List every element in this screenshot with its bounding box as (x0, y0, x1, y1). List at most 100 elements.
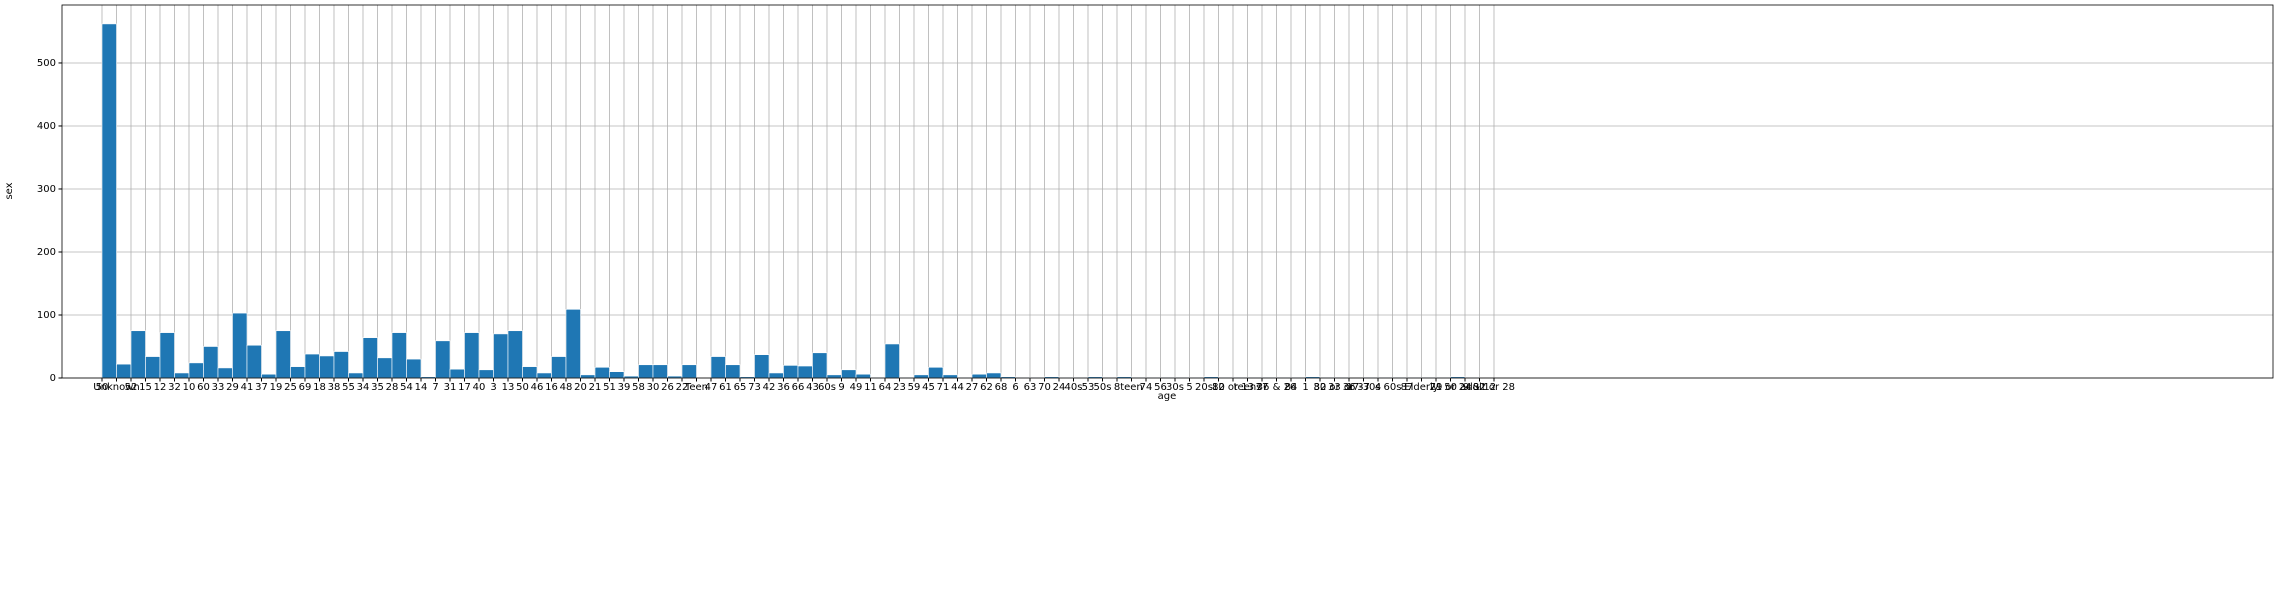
x-tick-label: 33 (212, 382, 225, 393)
x-tick-label: 9 & 12 (1463, 382, 1496, 393)
x-tick-label: 11 (864, 382, 877, 393)
bar (913, 374, 929, 379)
bar (855, 373, 871, 379)
bar (986, 372, 1002, 379)
bar (203, 346, 219, 379)
x-tick-label: 60s (818, 382, 836, 393)
bar (768, 372, 784, 379)
bar (493, 333, 509, 379)
x-tick-label: 3 (490, 382, 496, 393)
x-tick-label: 40 (473, 382, 486, 393)
x-tick-label: 45 (922, 382, 935, 393)
x-tick-label: 50 (516, 382, 529, 393)
bar (145, 356, 161, 379)
x-tick-label: 19 (270, 382, 283, 393)
axes-frame (61, 4, 2274, 379)
bar (522, 366, 538, 379)
bar (333, 351, 349, 379)
x-tick-label: 44 (951, 382, 964, 393)
bar (928, 366, 944, 379)
x-tick-label: Teen (684, 382, 708, 393)
bar (435, 340, 451, 379)
x-tick-label: Unknown (93, 382, 139, 393)
x-tick-label: 50 (96, 382, 109, 393)
x-tick-label: 30s (1166, 382, 1184, 393)
x-tick-label: 41 (241, 382, 254, 393)
x-tick-label: 82 (1314, 382, 1327, 393)
x-tick-label: 29 (226, 382, 239, 393)
bar (319, 355, 335, 379)
bar (507, 330, 523, 379)
bar (348, 372, 364, 379)
x-tick-label: 7 (432, 382, 438, 393)
x-tick-label: 34 (357, 382, 370, 393)
y-tick-label: 500 (37, 58, 56, 69)
x-tick-label: 20 (574, 382, 587, 393)
x-tick-label: 53 (1082, 382, 1095, 393)
x-tick-label: 74 (1140, 382, 1153, 393)
x-tick-label: 54 (400, 382, 413, 393)
x-tick-label: 25 (284, 382, 297, 393)
x-tick-label: 37 (255, 382, 268, 393)
x-tick-label: 61 (719, 382, 732, 393)
bar (841, 369, 857, 379)
bar (362, 337, 378, 379)
x-tick-label: 18 (313, 382, 326, 393)
x-tick-label: 21 (589, 382, 602, 393)
x-tick-label: 79 (1430, 382, 1443, 393)
bar (594, 366, 610, 379)
x-tick-label: Elderly (1404, 382, 1438, 393)
x-tick-label: 73 (748, 382, 761, 393)
x-tick-label: 47 (705, 382, 718, 393)
x-tick-label: 38 (328, 382, 341, 393)
bar (391, 332, 407, 379)
x-tick-label: 66 (792, 382, 805, 393)
x-tick-label: 17-30s (1346, 382, 1380, 393)
x-tick-label: 20s (1195, 382, 1213, 393)
x-tick-label: 35 (371, 382, 384, 393)
x-tick-label: 36 (777, 382, 790, 393)
y-axis-label: sex (4, 182, 15, 199)
bar (942, 374, 958, 379)
x-tick-label: 31 (444, 382, 457, 393)
x-tick-label: 17 (458, 382, 471, 393)
bar (130, 330, 146, 379)
x-tick-label: 26 (661, 382, 674, 393)
x-tick-label: teen (1120, 382, 1143, 393)
x-tick-label: 39 (618, 382, 631, 393)
bar (681, 364, 697, 379)
bar (638, 364, 654, 379)
x-tick-label: 60s (1384, 382, 1402, 393)
x-tick-label: 23 (893, 382, 906, 393)
bar (710, 356, 726, 379)
x-tick-label: 49 (850, 382, 863, 393)
x-tick-label: 77 (1256, 382, 1269, 393)
x-tick-label: 80 (1212, 382, 1225, 393)
x-tick-label: 12 (154, 382, 167, 393)
x-tick-label: 36 & 26 (1257, 382, 1297, 393)
bar (551, 356, 567, 379)
bar (783, 365, 799, 379)
x-tick-label: 58 (632, 382, 645, 393)
bar (536, 372, 552, 379)
x-tick-label: 32 or 28 (1473, 382, 1515, 393)
x-tick-label: 40s (1065, 382, 1083, 393)
x-tick-label: 33 or 37 (1328, 382, 1370, 393)
bar (159, 332, 175, 379)
x-tick-label: 6 (1012, 382, 1018, 393)
x-tick-label: 28 (386, 382, 399, 393)
x-tick-label: 30 (647, 382, 660, 393)
bar (884, 343, 900, 379)
x-tick-label: 22 (676, 382, 689, 393)
x-tick-label: 13 (502, 382, 515, 393)
x-tick-label: teens (1234, 382, 1262, 393)
x-tick-label: 30 or 36 (1313, 382, 1355, 393)
bar (116, 363, 132, 379)
bar (826, 374, 842, 379)
x-tick-label: 24 (1053, 382, 1066, 393)
x-tick-label: 65 (734, 382, 747, 393)
bar (261, 373, 277, 379)
bar (304, 353, 320, 379)
x-tick-label: 9 (838, 382, 844, 393)
